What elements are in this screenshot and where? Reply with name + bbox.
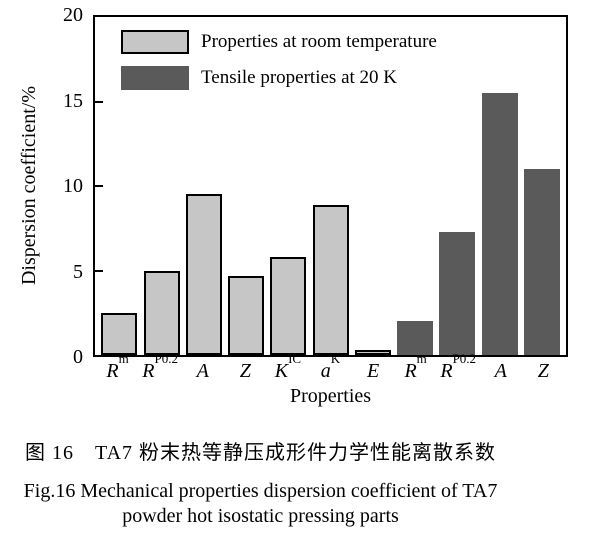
- x-tick-label-a: A: [196, 360, 209, 382]
- y-tick-label-20: 20: [63, 4, 83, 26]
- x-tick-label-rp0.2: R P0.2: [142, 351, 178, 382]
- x-tick-label-kic: K IC: [274, 351, 302, 382]
- x-tick-label-z: Z: [239, 360, 251, 382]
- y-tick-mark-5: [95, 269, 103, 272]
- x-tick-label-a: A: [494, 360, 507, 382]
- y-tick-label-15: 15: [63, 89, 83, 112]
- x-axis-title: Properties: [289, 385, 372, 407]
- x-tick-label-rp0.2: R P0.2: [440, 351, 477, 382]
- bar-e-room: [354, 349, 391, 355]
- legend-swatch-20k: [121, 66, 189, 90]
- bar-a-room: [185, 194, 222, 355]
- bar-rp0.2-room: [143, 270, 180, 355]
- x-tick-label-e: E: [366, 360, 380, 382]
- y-tick-mark-15: [95, 100, 103, 103]
- caption-english-line2: powder hot isostatic pressing parts: [122, 505, 399, 527]
- legend: Properties at room temperature Tensile p…: [121, 30, 437, 90]
- y-tick-label-0: 0: [73, 346, 83, 368]
- y-tick-label-5: 5: [73, 260, 83, 283]
- bar-z-room: [228, 275, 264, 355]
- bar-a-cryo: [481, 93, 518, 355]
- bar-rm-room: [101, 312, 138, 355]
- figure-captions: 图 16 TA7 粉末热等静压成形件力学性能离散系数 Fig.16 Mechan…: [0, 441, 521, 529]
- bars-container: [95, 17, 566, 355]
- bar-kic-room: [270, 256, 307, 355]
- y-tick-mark-10: [95, 185, 103, 187]
- legend-swatch-room-temperature: [121, 30, 189, 54]
- y-axis-labels: 0 5 10 15 20: [0, 5, 88, 367]
- bar-rm-cryo: [397, 321, 433, 355]
- plot-area: Properties at room temperature Tensile p…: [93, 15, 568, 357]
- caption-chinese: 图 16 TA7 粉末热等静压成形件力学性能离散系数: [24, 442, 497, 464]
- legend-label-room-temperature: Properties at room temperature: [201, 31, 437, 52]
- caption-english-line1: Fig.16 Mechanical properties dispersion …: [23, 480, 498, 502]
- bar-rp0.2-cryo: [439, 231, 476, 355]
- bar-z-cryo: [523, 169, 560, 355]
- y-tick-label-10: 10: [63, 175, 83, 197]
- bar-ak-room: [312, 204, 349, 355]
- legend-item-room-temperature: Properties at room temperature: [121, 30, 437, 54]
- legend-label-20k: Tensile properties at 20 K: [201, 67, 398, 88]
- x-tick-label-z: Z: [537, 360, 549, 382]
- legend-item-20k: Tensile properties at 20 K: [121, 66, 437, 90]
